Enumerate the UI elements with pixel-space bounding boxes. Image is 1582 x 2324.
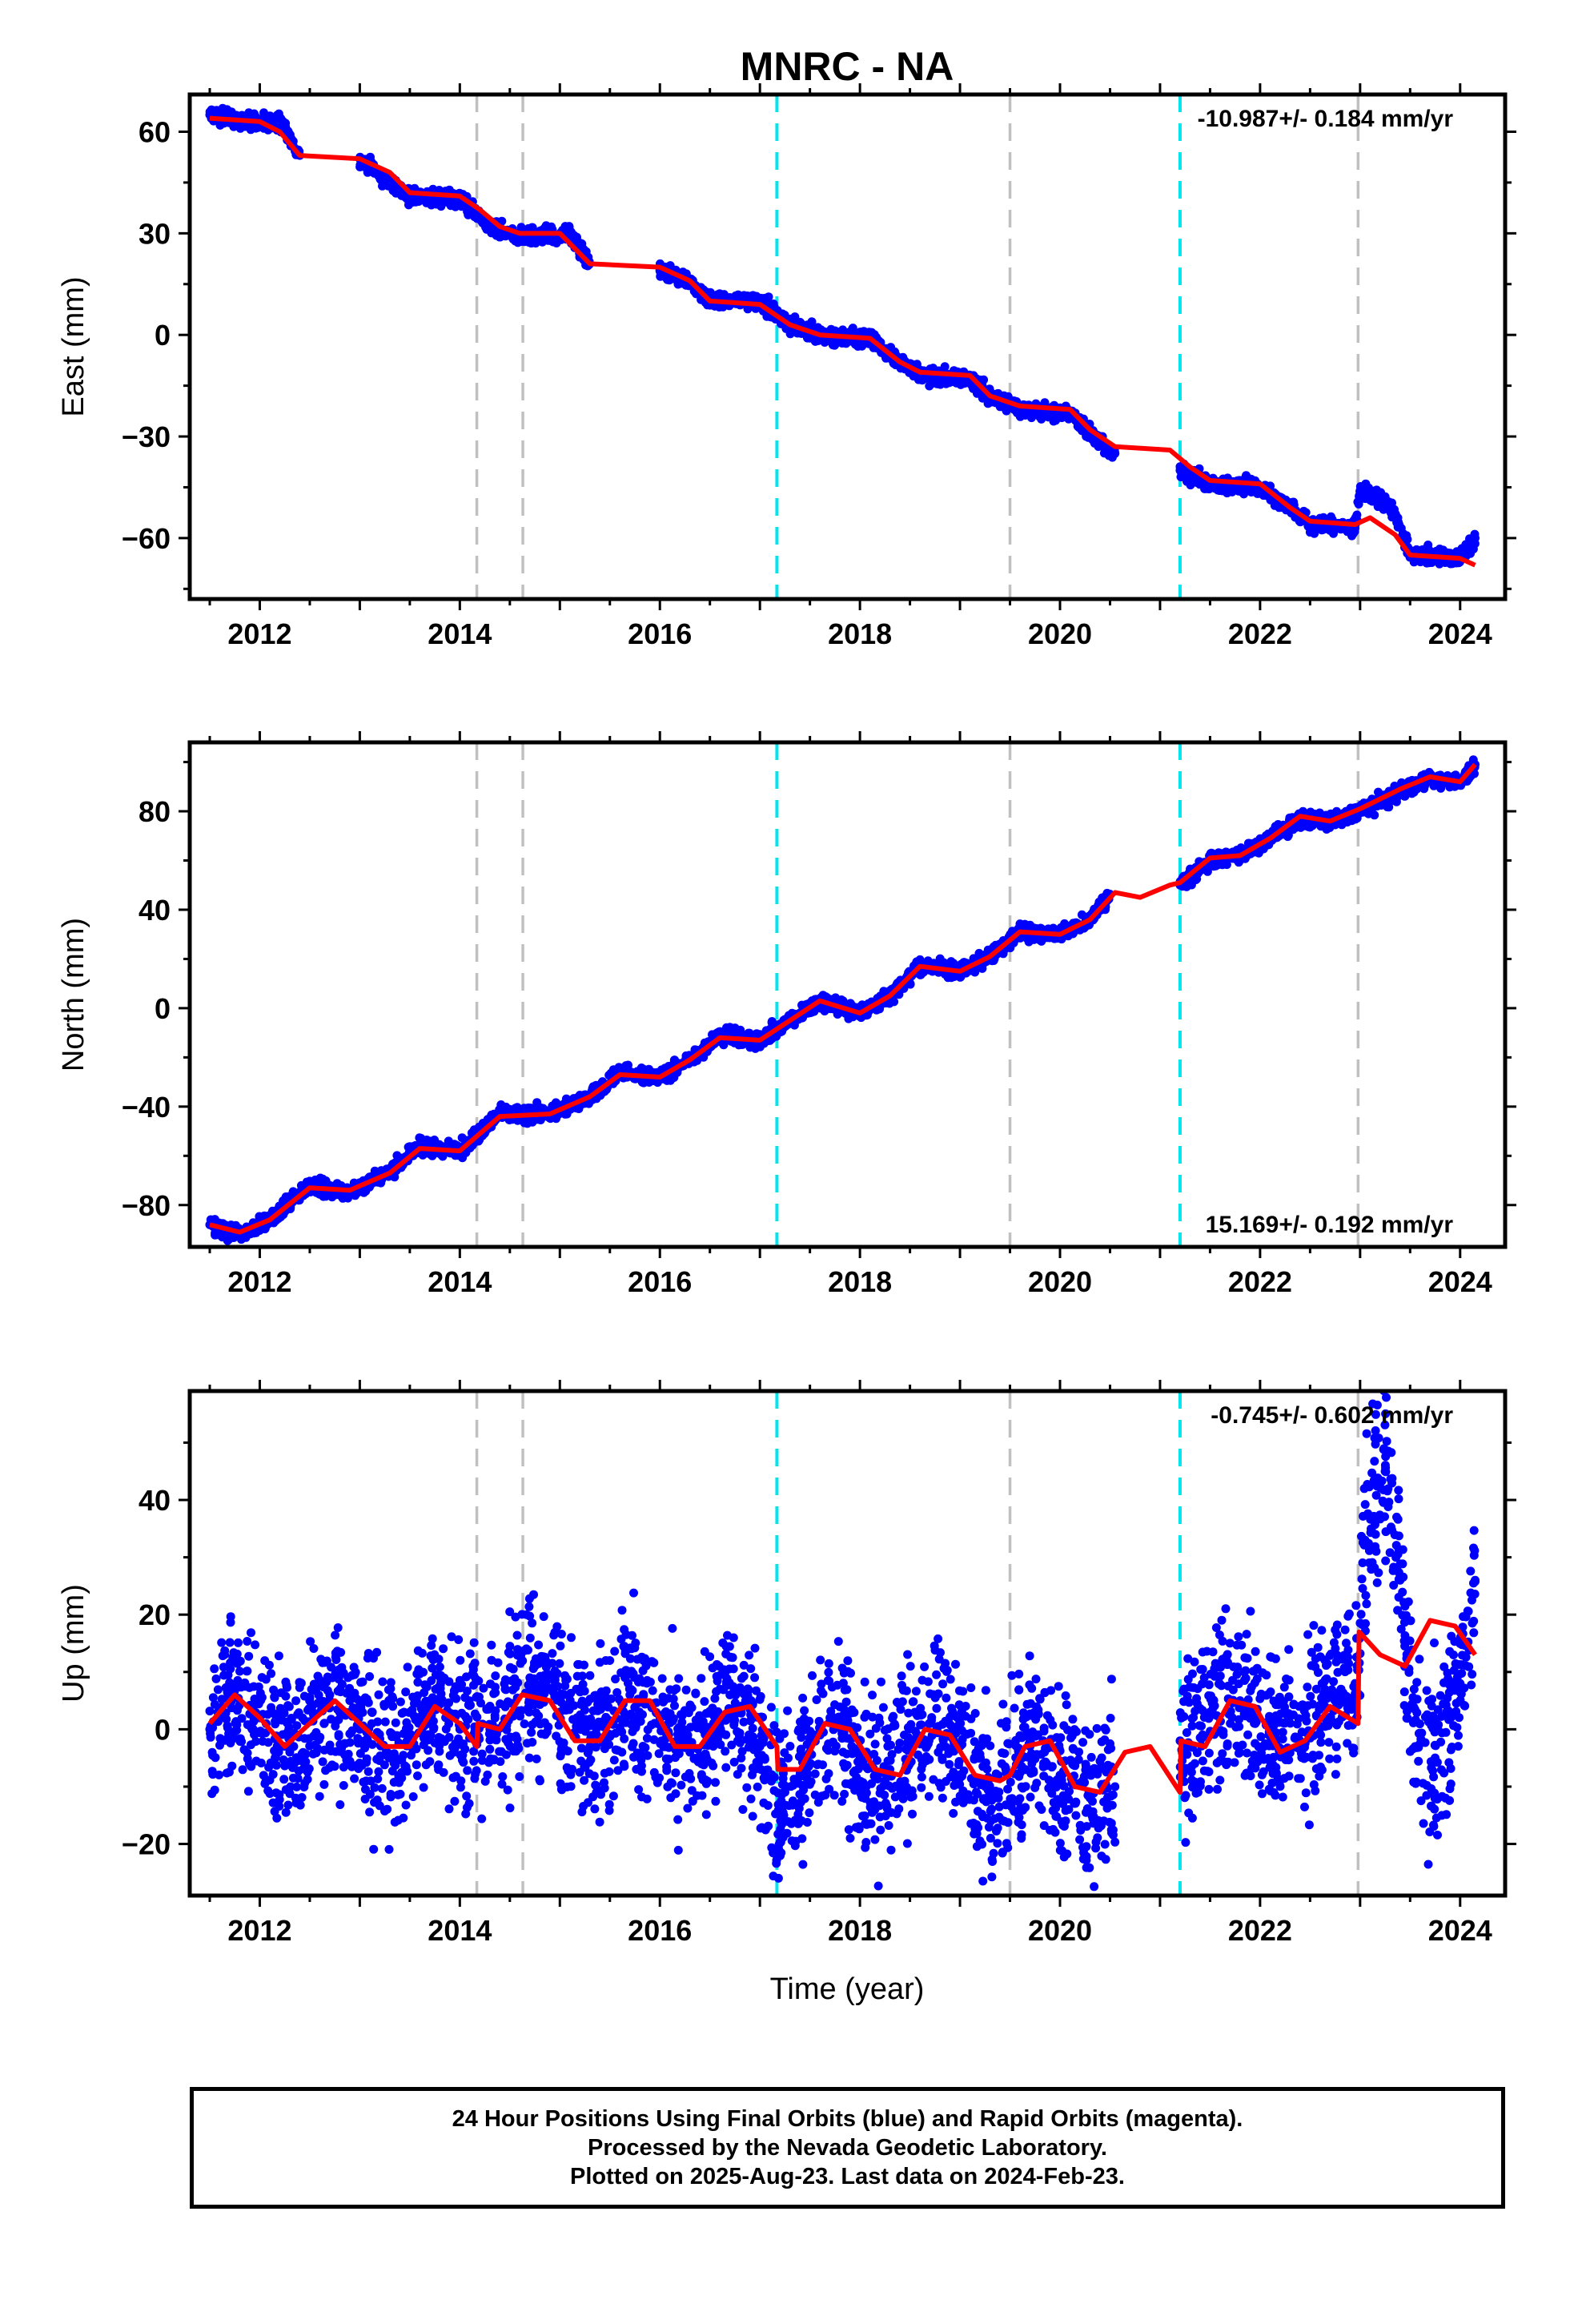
data-point bbox=[938, 374, 947, 384]
data-points-north bbox=[205, 755, 1480, 1245]
y-tick-label: −60 bbox=[122, 522, 171, 555]
y-tick-label: −30 bbox=[122, 420, 171, 453]
data-point bbox=[1470, 529, 1480, 539]
data-point bbox=[967, 381, 977, 391]
data-point bbox=[444, 1136, 453, 1146]
data-point bbox=[378, 181, 387, 191]
data-point bbox=[321, 1176, 331, 1185]
data-point bbox=[337, 1192, 346, 1201]
panel-east: 2012 2014 2016 2018 2020 2022 2024 −60 −30 0 30 60 E… bbox=[57, 83, 1516, 650]
data-point bbox=[497, 231, 506, 241]
y-tick-label: 30 bbox=[139, 217, 171, 250]
data-point bbox=[1461, 549, 1470, 558]
data-point bbox=[1239, 489, 1249, 499]
data-point bbox=[430, 1136, 440, 1144]
data-point bbox=[956, 972, 966, 982]
data-point bbox=[283, 127, 293, 136]
data-point bbox=[1357, 487, 1367, 497]
data-point bbox=[661, 272, 671, 282]
panel-north: 2012 2014 2016 2018 2020 2022 2024−80−4004080N… bbox=[57, 731, 1516, 1298]
data-point bbox=[1347, 531, 1356, 541]
data-point bbox=[1176, 472, 1186, 481]
data-point bbox=[1424, 558, 1434, 568]
x-tick-label: 2018 bbox=[828, 617, 892, 650]
data-point bbox=[224, 1234, 234, 1244]
data-point bbox=[978, 393, 987, 403]
x-tick-label: 2014 bbox=[428, 617, 492, 650]
data-point bbox=[838, 996, 848, 1006]
data-point bbox=[1175, 462, 1185, 472]
data-point bbox=[436, 197, 445, 207]
data-point bbox=[1015, 412, 1025, 421]
data-point bbox=[1352, 510, 1362, 520]
rate-label-east: -10.987+/- 0.184 mm/yr bbox=[1198, 106, 1454, 132]
data-point bbox=[1466, 537, 1476, 545]
data-point bbox=[472, 214, 482, 223]
model-fit-line-east bbox=[209, 115, 1476, 568]
data-point bbox=[841, 339, 851, 348]
data-point bbox=[622, 1065, 632, 1075]
data-point bbox=[463, 207, 472, 216]
data-point bbox=[1354, 500, 1363, 509]
data-point bbox=[1390, 512, 1399, 521]
data-point bbox=[719, 1027, 729, 1036]
chart-title: MNRC - NA bbox=[741, 44, 954, 89]
data-point bbox=[236, 1235, 246, 1244]
data-point bbox=[548, 237, 558, 247]
data-point bbox=[575, 238, 584, 247]
data-point bbox=[211, 106, 220, 115]
x-tick-label: 2016 bbox=[628, 617, 692, 650]
data-point bbox=[719, 1040, 729, 1050]
data-point bbox=[536, 1116, 545, 1124]
data-point bbox=[424, 194, 434, 203]
data-point bbox=[1223, 482, 1232, 491]
data-point bbox=[705, 287, 715, 297]
data-point bbox=[520, 237, 530, 247]
y-tick-label: 0 bbox=[155, 319, 171, 352]
data-point bbox=[849, 337, 858, 347]
x-tick-label: 2022 bbox=[1228, 617, 1292, 650]
data-point bbox=[469, 1125, 479, 1135]
y-axis-label-east: East (mm) bbox=[57, 276, 90, 416]
data-point bbox=[1026, 413, 1036, 423]
data-point bbox=[374, 168, 383, 178]
data-point bbox=[1327, 512, 1335, 521]
data-point bbox=[210, 1215, 219, 1224]
data-point bbox=[1049, 416, 1058, 426]
data-point bbox=[483, 1115, 492, 1124]
data-point bbox=[276, 114, 286, 123]
data-point bbox=[523, 1119, 532, 1128]
data-point bbox=[1371, 489, 1380, 498]
data-point bbox=[764, 292, 773, 302]
plot-panels: 2012 2014 2016 2018 2020 2022 2024 −60 −30 0 30 60 E… bbox=[57, 83, 1516, 1947]
data-point bbox=[1107, 447, 1117, 456]
y-tick-label: 60 bbox=[139, 116, 171, 149]
data-point bbox=[496, 1104, 505, 1114]
plot-area-north bbox=[205, 742, 1480, 1247]
x-tick-label: 2024 bbox=[1428, 617, 1492, 650]
data-point bbox=[229, 122, 239, 131]
data-point bbox=[212, 1227, 222, 1236]
plot-area-east bbox=[205, 94, 1480, 599]
x-tick-label: 2012 bbox=[227, 617, 291, 650]
data-point bbox=[915, 955, 925, 964]
data-point bbox=[458, 1153, 468, 1163]
data-point bbox=[1192, 477, 1202, 486]
data-point bbox=[1390, 505, 1399, 514]
plot-frame-east bbox=[187, 92, 1508, 601]
data-point bbox=[1182, 468, 1192, 477]
data-point bbox=[848, 324, 857, 333]
x-tick-label: 2020 bbox=[1028, 617, 1092, 650]
